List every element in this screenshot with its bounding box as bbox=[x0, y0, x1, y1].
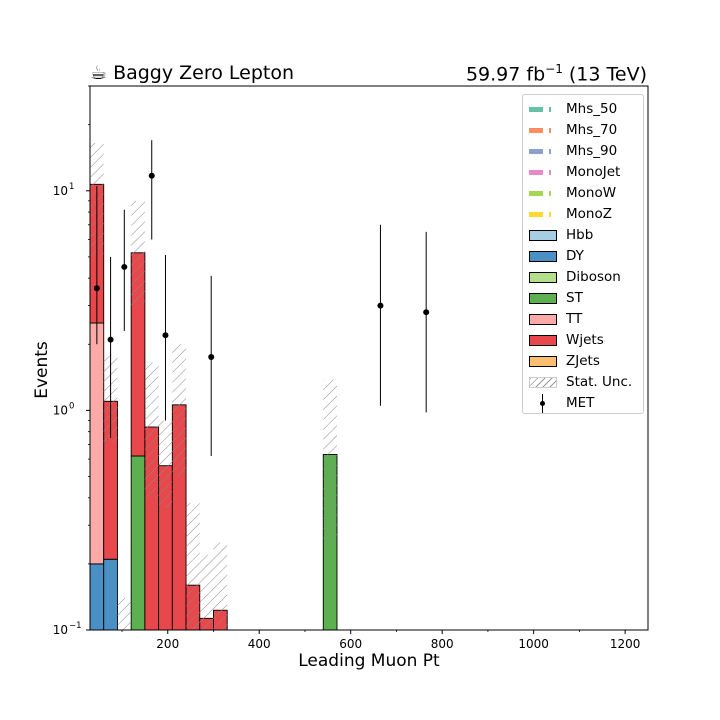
x-axis-label: Leading Muon Pt bbox=[298, 651, 440, 671]
legend-label: Stat. Unc. bbox=[566, 374, 633, 390]
legend-swatch bbox=[529, 211, 557, 217]
bar-tt-bin-0 bbox=[90, 322, 105, 565]
stat-unc-bin-5 bbox=[158, 420, 173, 508]
x-tick-label: 400 bbox=[248, 637, 271, 651]
legend-label: Wjets bbox=[566, 332, 604, 348]
legend-swatch bbox=[529, 271, 557, 283]
energy-label: (13 TeV) bbox=[562, 63, 647, 86]
x-tick-label: 800 bbox=[431, 637, 454, 651]
legend-swatch bbox=[529, 148, 557, 154]
legend-label: Mhs_90 bbox=[566, 143, 618, 159]
legend-swatch bbox=[529, 169, 557, 175]
legend-swatch bbox=[529, 250, 557, 262]
y-axis-label: Events bbox=[32, 341, 52, 399]
legend-label: MonoJet bbox=[566, 164, 621, 180]
title-text: ☕ Baggy Zero Lepton bbox=[90, 62, 295, 84]
legend-swatch bbox=[529, 106, 557, 112]
legend-label: DY bbox=[566, 248, 584, 264]
legend-swatch bbox=[529, 376, 557, 388]
legend-item-monoz: MonoZ bbox=[529, 204, 612, 224]
legend-item-mhs-70: Mhs_70 bbox=[529, 120, 617, 140]
met-point-4 bbox=[162, 332, 169, 339]
luminosity-label: 59.97 fb−1 (13 TeV) bbox=[466, 62, 647, 85]
legend-swatch bbox=[529, 229, 557, 241]
legend-label: MonoW bbox=[566, 185, 617, 201]
legend-swatch bbox=[529, 127, 557, 133]
legend-swatch bbox=[529, 393, 557, 413]
legend-item-met: MET bbox=[529, 393, 594, 413]
bar-dy-bin-0 bbox=[90, 563, 105, 630]
legend-item-wjets: Wjets bbox=[529, 330, 604, 350]
legend-item-monojet: MonoJet bbox=[529, 162, 620, 182]
legend-item-zjets: ZJets bbox=[529, 351, 600, 371]
bar-dy-bin-1 bbox=[103, 558, 118, 630]
legend-swatch bbox=[529, 355, 557, 367]
legend-label: Diboson bbox=[566, 269, 621, 285]
x-tick-label: 1000 bbox=[518, 637, 549, 651]
met-point-1 bbox=[107, 336, 114, 343]
legend-swatch bbox=[529, 190, 557, 196]
plot-title: ☕ Baggy Zero Lepton bbox=[90, 62, 294, 84]
plot-frame bbox=[89, 85, 649, 631]
legend-swatch bbox=[529, 313, 557, 325]
data-points bbox=[93, 140, 430, 456]
legend-item-diboson: Diboson bbox=[529, 267, 621, 287]
met-point-6 bbox=[377, 302, 384, 309]
met-point-2 bbox=[121, 263, 128, 270]
lumi-exponent: −1 bbox=[545, 62, 563, 76]
stat-unc-bin-9 bbox=[213, 542, 228, 630]
legend-label: TT bbox=[566, 311, 583, 327]
x-tick-label: 200 bbox=[156, 637, 179, 651]
lumi-value: 59.97 fb bbox=[465, 63, 546, 86]
stat-unc-bin-8 bbox=[199, 554, 214, 630]
legend-item-dy: DY bbox=[529, 246, 584, 266]
legend-swatch bbox=[529, 334, 557, 346]
legend-item-mhs-50: Mhs_50 bbox=[529, 99, 617, 119]
legend-item-mhs-90: Mhs_90 bbox=[529, 141, 617, 161]
y-tick-exponent: 0 bbox=[69, 401, 74, 411]
legend-item-monow: MonoW bbox=[529, 183, 616, 203]
met-point-5 bbox=[208, 354, 215, 361]
y-tick-exponent: 1 bbox=[69, 182, 74, 192]
legend-label: Mhs_70 bbox=[566, 122, 618, 138]
legend-label: ZJets bbox=[566, 353, 600, 369]
met-point-0 bbox=[93, 285, 100, 292]
met-point-3 bbox=[148, 172, 155, 179]
legend-item-stat-unc-: Stat. Unc. bbox=[529, 372, 632, 392]
legend-item-hbb: Hbb bbox=[529, 225, 593, 245]
y-tick-label: 10 bbox=[53, 623, 68, 637]
y-tick-label: 10 bbox=[53, 403, 68, 417]
y-tick-exponent: −1 bbox=[69, 621, 82, 631]
legend: Mhs_50 Mhs_70 Mhs_90 MonoJet MonoW MonoZ Hbb DY… bbox=[522, 94, 644, 414]
stat-unc-bin-17 bbox=[323, 379, 337, 543]
legend-label: MonoZ bbox=[566, 206, 612, 222]
stat-unc-bin-2 bbox=[117, 597, 132, 630]
stat-unc-bin-4 bbox=[144, 362, 159, 498]
legend-label: Hbb bbox=[566, 227, 594, 243]
stat-unc-bin-7 bbox=[186, 502, 200, 630]
y-tick-label: 10 bbox=[53, 184, 68, 198]
legend-swatch bbox=[529, 292, 557, 304]
legend-label: ST bbox=[566, 290, 583, 306]
legend-label: MET bbox=[566, 395, 595, 411]
stat-unc-bin-6 bbox=[172, 344, 187, 477]
x-axis-ticks: 200 400 600 800 1000 1200 bbox=[121, 630, 641, 651]
stat-unc-bin-3 bbox=[131, 200, 145, 306]
legend-item-st: ST bbox=[529, 288, 583, 308]
bar-st-bin-3 bbox=[130, 455, 146, 630]
stat-uncertainty-bands bbox=[90, 143, 337, 630]
legend-label: Mhs_50 bbox=[566, 101, 618, 117]
x-tick-label: 600 bbox=[339, 637, 362, 651]
x-tick-label: 1200 bbox=[610, 637, 641, 651]
legend-item-tt: TT bbox=[529, 309, 582, 329]
met-point-7 bbox=[423, 309, 430, 316]
